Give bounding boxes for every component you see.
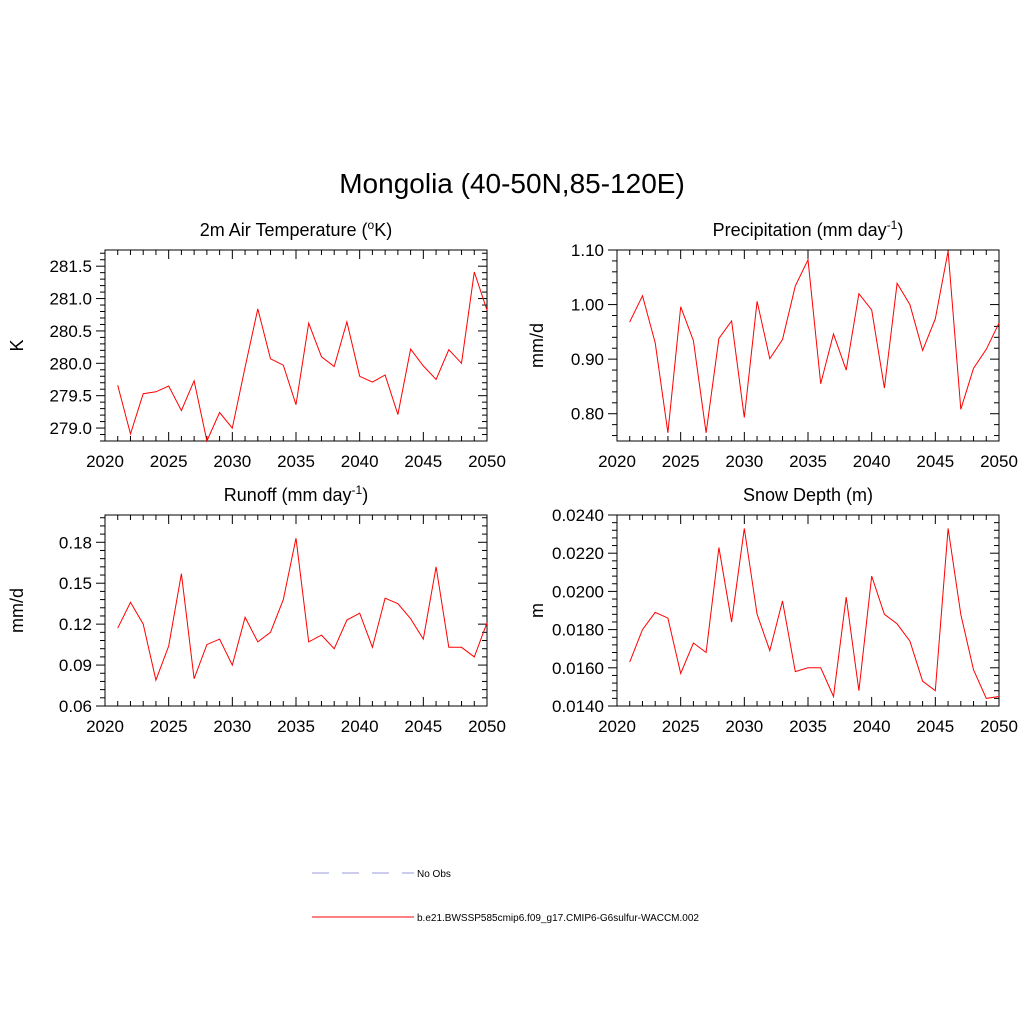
chart-panel-2: 2020 2025 2030 2035 2040 2045 2050 0.80 0.90 1.00… [527, 218, 1018, 471]
series-line [629, 528, 1000, 699]
x-tick-label: 2030 [213, 452, 251, 471]
plot-frame [616, 249, 1000, 442]
y-tick-label: 0.18 [59, 533, 92, 552]
x-tick-label: 2040 [341, 717, 379, 736]
legend-label: No Obs [417, 869, 451, 880]
y-axis-label: mm/d [527, 323, 547, 368]
x-tick-label: 2045 [404, 452, 442, 471]
plot-frame [104, 249, 488, 442]
x-tick-label: 2045 [404, 717, 442, 736]
y-tick-label: 0.06 [59, 697, 92, 716]
y-axis-label: m [527, 603, 547, 618]
panel-title: Precipitation (mm day-1) [713, 218, 904, 240]
y-tick-label: 281.0 [49, 290, 92, 309]
x-tick-label: 2050 [980, 452, 1018, 471]
x-tick-label: 2020 [598, 717, 636, 736]
x-tick-label: 2030 [725, 452, 763, 471]
y-tick-label: 0.0200 [552, 582, 604, 601]
x-tick-label: 2050 [980, 717, 1018, 736]
chart-panel-1: 2020 2025 2030 2035 2040 2045 2050 279.0 279.5 28… [7, 218, 506, 471]
panel-title: 2m Air Temperature (oK) [200, 218, 392, 240]
chart-panels: 2020 2025 2030 2035 2040 2045 2050 279.0 279.5 28… [7, 218, 1018, 736]
y-tick-label: 0.0240 [552, 506, 604, 525]
x-tick-label: 2040 [853, 717, 891, 736]
y-axis-label: K [7, 339, 27, 351]
y-tick-label: 0.0180 [552, 621, 604, 640]
y-tick-label: 0.80 [571, 405, 604, 424]
x-tick-label: 2025 [662, 452, 700, 471]
panel-title: Runoff (mm day-1) [224, 483, 368, 505]
y-tick-label: 0.0160 [552, 659, 604, 678]
chart-panel-3: 2020 2025 2030 2035 2040 2045 2050 0.06 0.09 0.12… [7, 483, 506, 736]
y-tick-label: 279.0 [49, 419, 92, 438]
legend: No Obs b.e21.BWSSP585cmip6.f09_g17.CMIP6-… [312, 869, 699, 924]
y-tick-label: 279.5 [49, 387, 92, 406]
x-tick-label: 2035 [277, 452, 315, 471]
x-tick-label: 2045 [916, 717, 954, 736]
y-tick-label: 0.90 [571, 350, 604, 369]
x-tick-label: 2030 [725, 717, 763, 736]
x-tick-label: 2020 [598, 452, 636, 471]
x-tick-label: 2020 [86, 452, 124, 471]
x-tick-label: 2050 [468, 452, 506, 471]
x-tick-label: 2045 [916, 452, 954, 471]
y-tick-label: 0.0140 [552, 697, 604, 716]
legend-label: b.e21.BWSSP585cmip6.f09_g17.CMIP6-G6sulf… [417, 913, 699, 924]
x-tick-label: 2040 [853, 452, 891, 471]
x-tick-label: 2020 [86, 717, 124, 736]
y-tick-label: 280.0 [49, 354, 92, 373]
x-tick-label: 2035 [789, 452, 827, 471]
x-tick-label: 2050 [468, 717, 506, 736]
y-axis-label: mm/d [7, 588, 27, 633]
y-tick-label: 0.12 [59, 615, 92, 634]
x-tick-label: 2025 [150, 717, 188, 736]
panel-title: Snow Depth (m) [743, 485, 873, 505]
chart-panel-4: 2020 2025 2030 2035 2040 2045 2050 0.0140 0.0160… [527, 485, 1018, 736]
series-line [629, 251, 1000, 433]
figure-title: Mongolia (40-50N,85-120E) [339, 168, 685, 199]
plot-frame [104, 514, 488, 707]
x-tick-label: 2025 [150, 452, 188, 471]
x-tick-label: 2030 [213, 717, 251, 736]
y-tick-label: 281.5 [49, 257, 92, 276]
y-tick-label: 0.15 [59, 574, 92, 593]
y-tick-label: 280.5 [49, 322, 92, 341]
x-tick-label: 2035 [789, 717, 827, 736]
y-tick-label: 0.09 [59, 656, 92, 675]
y-tick-label: 0.0220 [552, 544, 604, 563]
series-line [117, 271, 488, 443]
x-tick-label: 2035 [277, 717, 315, 736]
y-tick-label: 1.10 [571, 241, 604, 260]
x-tick-label: 2040 [341, 452, 379, 471]
y-tick-label: 1.00 [571, 296, 604, 315]
x-tick-label: 2025 [662, 717, 700, 736]
series-line [117, 538, 488, 682]
